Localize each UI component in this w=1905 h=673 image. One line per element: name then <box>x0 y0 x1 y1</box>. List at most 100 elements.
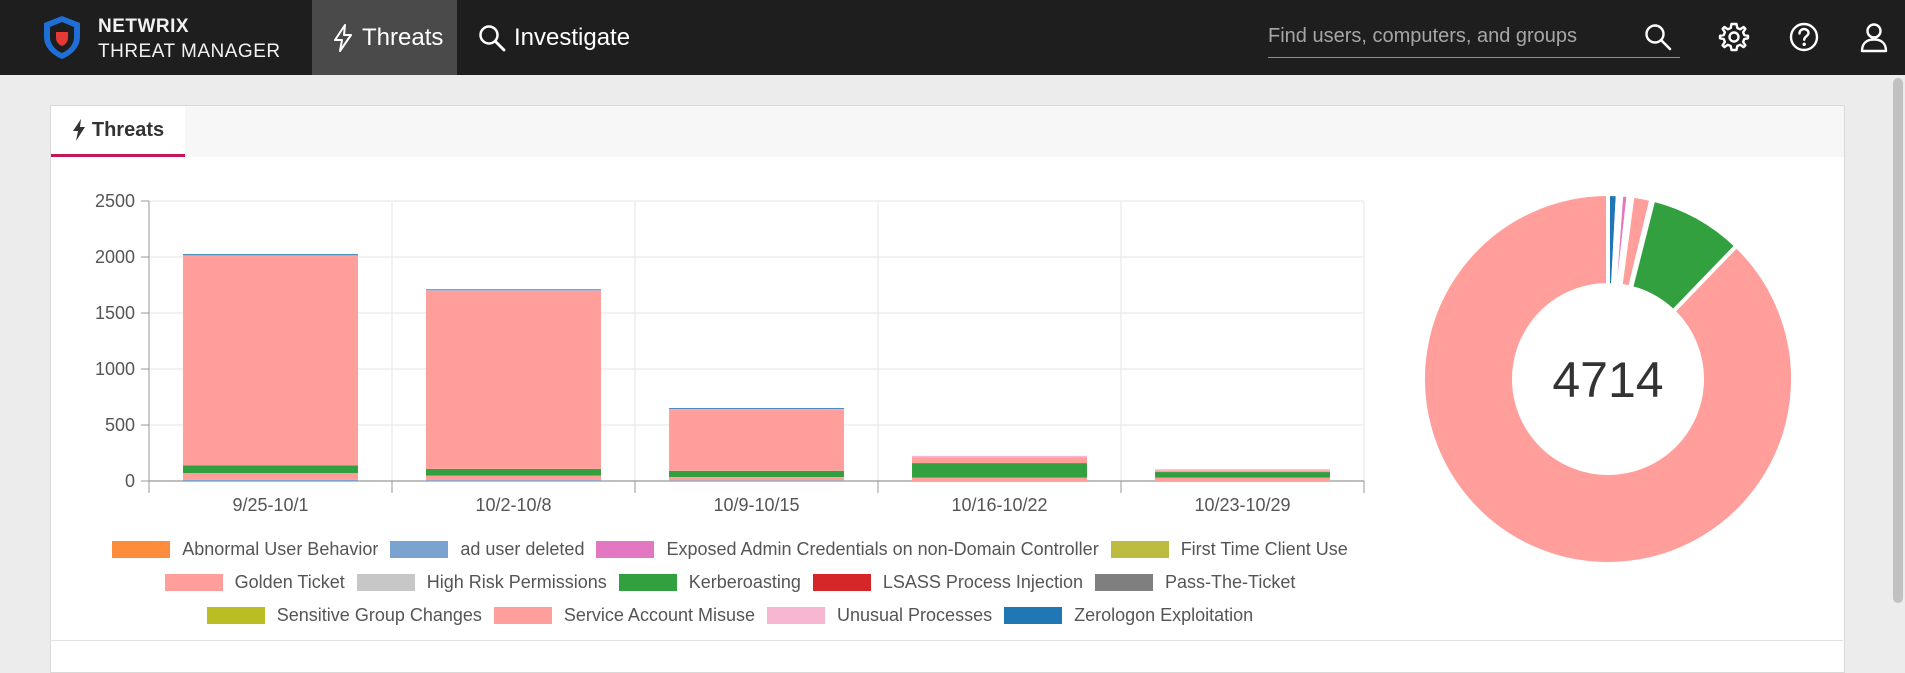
magnifier-icon <box>479 24 506 51</box>
legend-item[interactable]: Pass-The-Ticket <box>1094 568 1296 596</box>
top-bar: NETWRIX THREAT MANAGER Threats Investiga… <box>0 0 1905 75</box>
legend-swatch <box>112 540 171 558</box>
bar-segment <box>912 463 1087 478</box>
bar-segment <box>912 457 1087 464</box>
bar-segment <box>1155 469 1330 471</box>
nav-tab-investigate[interactable]: Investigate <box>478 0 648 75</box>
bar-segment <box>912 455 1087 458</box>
bar-segment <box>426 290 601 469</box>
legend-label: High Risk Permissions <box>426 571 607 592</box>
legend-swatch <box>767 606 825 624</box>
x-tick-label: 9/25-10/1 <box>232 495 308 515</box>
nav-tab-threats[interactable]: Threats <box>312 0 457 75</box>
gear-icon[interactable] <box>1717 20 1751 54</box>
x-tick-label: 10/9-10/15 <box>713 495 799 515</box>
legend-item[interactable]: Exposed Admin Credentials on non-Domain … <box>596 535 1099 563</box>
bar-segment <box>183 255 358 466</box>
legend-item[interactable]: Zerologon Exploitation <box>1004 601 1253 629</box>
bar-segment <box>183 255 358 257</box>
legend-label: Service Account Misuse <box>563 604 755 625</box>
legend-label: Sensitive Group Changes <box>276 604 482 625</box>
bar-segment <box>669 476 844 481</box>
legend-swatch <box>812 573 871 591</box>
legend-item[interactable]: Golden Ticket <box>164 568 345 596</box>
donut-center-total: 4714 <box>1552 352 1663 408</box>
legend-item[interactable]: Sensitive Group Changes <box>206 601 482 629</box>
panel-tab-threats-label: Threats <box>91 118 165 141</box>
y-tick-label: 0 <box>125 471 135 491</box>
legend-swatch <box>164 573 223 591</box>
legend-swatch <box>1004 606 1063 624</box>
panel-tab-strip: Threats <box>51 106 1844 157</box>
legend-swatch <box>390 540 449 558</box>
y-tick-label: 1000 <box>95 359 135 379</box>
bar-segment <box>426 290 601 292</box>
bar-segment <box>183 254 358 256</box>
legend-item[interactable]: High Risk Permissions <box>356 568 607 596</box>
nav-tab-threats-label: Threats <box>362 23 444 51</box>
legend-item[interactable]: ad user deleted <box>390 535 584 563</box>
legend-label: Pass-The-Ticket <box>1164 571 1296 592</box>
vertical-scrollbar[interactable] <box>1893 78 1903 603</box>
brand-name: NETWRIX THREAT MANAGER <box>98 14 281 64</box>
nav-tab-investigate-label: Investigate <box>514 23 631 51</box>
panel-tab-threats[interactable]: Threats <box>51 106 185 157</box>
legend-label: Zerologon Exploitation <box>1074 604 1254 625</box>
y-tick-label: 2000 <box>95 247 135 267</box>
lightning-bolt-icon <box>334 23 352 52</box>
bar-segment <box>669 480 844 482</box>
bar-segment <box>1155 472 1330 478</box>
user-icon[interactable] <box>1857 20 1891 54</box>
legend-label: ad user deleted <box>460 538 585 559</box>
x-tick-label: 10/23-10/29 <box>1194 495 1290 515</box>
legend-item[interactable]: LSASS Process Injection <box>812 568 1083 596</box>
legend-item[interactable]: Abnormal User Behavior <box>112 535 378 563</box>
legend-label: Golden Ticket <box>234 571 345 592</box>
bar-segment <box>912 477 1087 481</box>
legend-swatch <box>1094 573 1153 591</box>
legend-label: Abnormal User Behavior <box>182 538 379 559</box>
legend-swatch <box>206 606 265 624</box>
legend-swatch <box>596 540 655 558</box>
search-icon[interactable] <box>1644 23 1672 51</box>
brand-line-1: NETWRIX <box>98 16 190 37</box>
legend-label: Exposed Admin Credentials on non-Domain … <box>666 538 1099 559</box>
legend-label: Kerberoasting <box>688 571 801 592</box>
panel-divider <box>50 640 1843 641</box>
legend-row: Golden Ticket High Risk Permissions Kerber… <box>50 568 1410 596</box>
question-circle-icon[interactable] <box>1787 20 1821 54</box>
bar-segment <box>426 289 601 291</box>
bar-segment <box>669 409 844 471</box>
bar-segment <box>669 470 844 477</box>
bar-segment <box>426 468 601 476</box>
x-tick-label: 10/2-10/8 <box>475 495 551 515</box>
bar-segment <box>669 407 844 409</box>
y-tick-label: 1500 <box>95 303 135 323</box>
legend-item[interactable]: Kerberoasting <box>618 568 801 596</box>
legend-item[interactable]: Unusual Processes <box>767 601 992 629</box>
bar-segment <box>1155 477 1330 481</box>
global-search <box>1268 17 1680 58</box>
bar-segment <box>426 475 601 481</box>
netwrix-shield-icon[interactable] <box>38 13 86 61</box>
legend-row: Sensitive Group Changes Service Account M… <box>50 601 1410 629</box>
bar-segment <box>183 465 358 474</box>
y-tick-label: 500 <box>105 415 135 435</box>
bar-segment <box>183 479 358 481</box>
y-tick-label: 2500 <box>95 191 135 211</box>
search-input[interactable] <box>1268 17 1628 55</box>
legend-swatch <box>1110 540 1169 558</box>
legend-label: First Time Client Use <box>1180 538 1348 559</box>
bar-segment <box>1155 470 1330 473</box>
legend-swatch <box>493 606 552 624</box>
legend-label: LSASS Process Injection <box>882 571 1083 592</box>
legend-swatch <box>618 573 677 591</box>
bar-segment <box>669 408 844 410</box>
bar-segment <box>183 473 358 480</box>
brand-line-2: THREAT MANAGER <box>98 41 281 62</box>
legend-item[interactable]: First Time Client Use <box>1110 535 1348 563</box>
legend-swatch <box>356 573 415 591</box>
x-tick-label: 10/16-10/22 <box>951 495 1047 515</box>
legend-item[interactable]: Service Account Misuse <box>493 601 755 629</box>
